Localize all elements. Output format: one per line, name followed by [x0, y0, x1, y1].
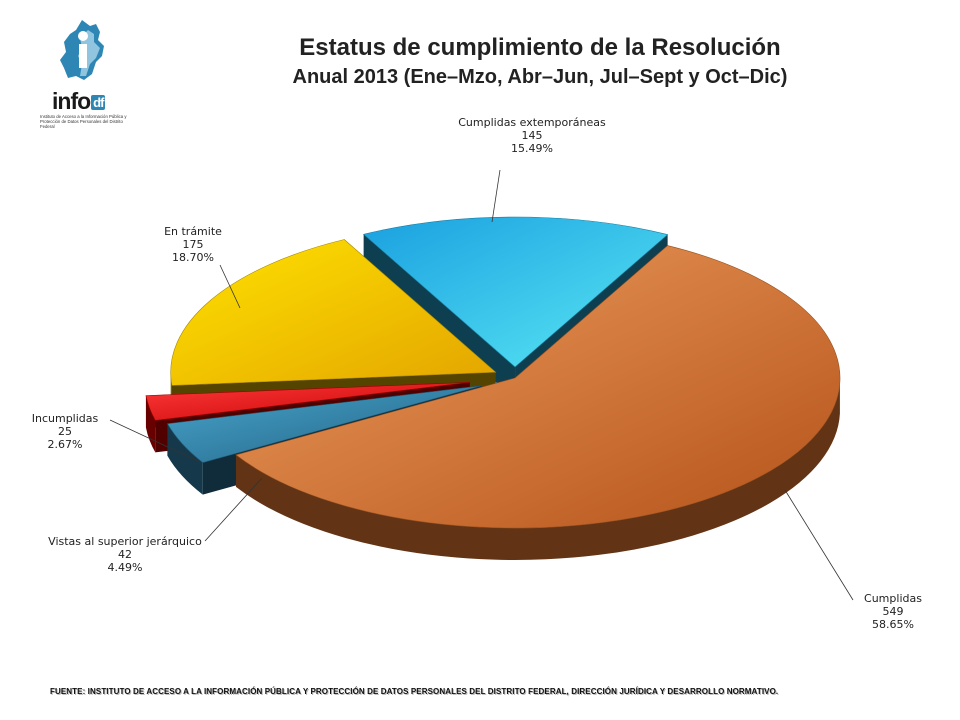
leader-line	[491, 169, 501, 223]
map-logo-icon	[60, 20, 104, 80]
infodf-logo: info df Instituto de Acceso a la Informac…	[38, 18, 130, 129]
pie-slice-cumplidas	[235, 245, 841, 560]
chart-subtitle: Anual 2013 (Ene–Mzo, Abr–Jun, Jul–Sept y…	[292, 66, 788, 88]
source-footer: FUENTE: INSTITUTO DE ACCESO A LA INFORMA…	[50, 687, 779, 696]
data-label: En trámite 175 18.70%	[164, 225, 222, 264]
leader-line	[784, 489, 854, 601]
data-label: Cumplidas extemporáneas 145 15.49%	[458, 116, 606, 155]
data-label: Incumplidas 25 2.67%	[32, 412, 99, 451]
data-label: Cumplidas 549 58.65%	[864, 592, 922, 631]
chart-title: Estatus de cumplimiento de la Resolución	[299, 34, 781, 61]
leader-line	[109, 419, 201, 463]
data-label: Vistas al superior jerárquico 42 4.49%	[48, 535, 202, 574]
leader-line	[219, 264, 241, 309]
logo-subtitle: Instituto de Acceso a la Información Púb…	[40, 114, 127, 129]
leader-line	[204, 477, 263, 542]
logo-wordmark: info df	[52, 88, 106, 114]
